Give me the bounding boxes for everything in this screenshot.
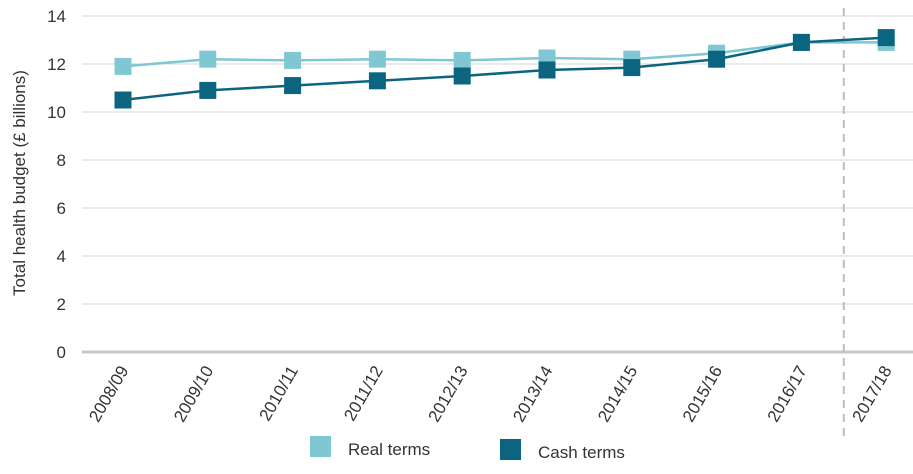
series-layer — [114, 29, 895, 109]
y-tick-label: 14 — [47, 7, 66, 26]
data-point-marker — [877, 29, 895, 47]
data-point-marker — [708, 50, 726, 68]
data-point-marker — [453, 67, 471, 85]
y-tick-label: 2 — [57, 295, 66, 314]
series-real-terms — [114, 33, 895, 75]
data-point-marker — [368, 72, 386, 90]
data-point-marker — [199, 81, 217, 99]
data-point-marker — [284, 51, 302, 69]
data-point-marker — [792, 33, 810, 51]
x-tick-label: 2017/18 — [848, 363, 895, 426]
x-tick-label: 2014/15 — [594, 363, 641, 426]
y-axis-title: Total health budget (£ billions) — [10, 70, 29, 296]
y-tick-label: 0 — [57, 343, 66, 362]
legend-swatch — [500, 439, 521, 460]
data-point-marker — [538, 61, 556, 79]
y-tick-label: 6 — [57, 199, 66, 218]
data-point-marker — [453, 51, 471, 69]
y-tick-label: 12 — [47, 55, 66, 74]
x-tick-label: 2013/14 — [509, 363, 556, 426]
series-line — [122, 41, 887, 68]
data-point-marker — [368, 50, 386, 68]
y-tick-label: 10 — [47, 103, 66, 122]
x-tick-label: 2015/16 — [679, 363, 726, 426]
x-tick-label: 2016/17 — [764, 363, 811, 426]
x-tick-label: 2009/10 — [170, 363, 217, 426]
data-point-marker — [284, 77, 302, 95]
data-point-marker — [199, 50, 217, 68]
series-cash-terms — [114, 29, 895, 109]
gridlines — [82, 15, 913, 305]
x-tick-label: 2012/13 — [424, 363, 471, 426]
x-tick-label: 2010/11 — [256, 363, 303, 425]
axes: 0 2 4 6 8 10 12 14 2008/09 2009/10 2010/11 2011/12 2… — [47, 7, 913, 425]
data-point-marker — [114, 57, 132, 75]
data-point-marker — [114, 91, 132, 109]
y-tick-label: 8 — [57, 151, 66, 170]
legend-label: Real terms — [348, 440, 430, 459]
x-tick-label: 2008/09 — [85, 363, 132, 426]
legend-swatch — [310, 436, 331, 457]
x-tick-label: 2011/12 — [340, 363, 387, 425]
series-line — [122, 36, 887, 102]
data-point-marker — [623, 59, 641, 77]
y-tick-label: 4 — [57, 247, 66, 266]
legend: Real terms Cash terms — [310, 436, 625, 462]
legend-label: Cash terms — [538, 443, 625, 462]
